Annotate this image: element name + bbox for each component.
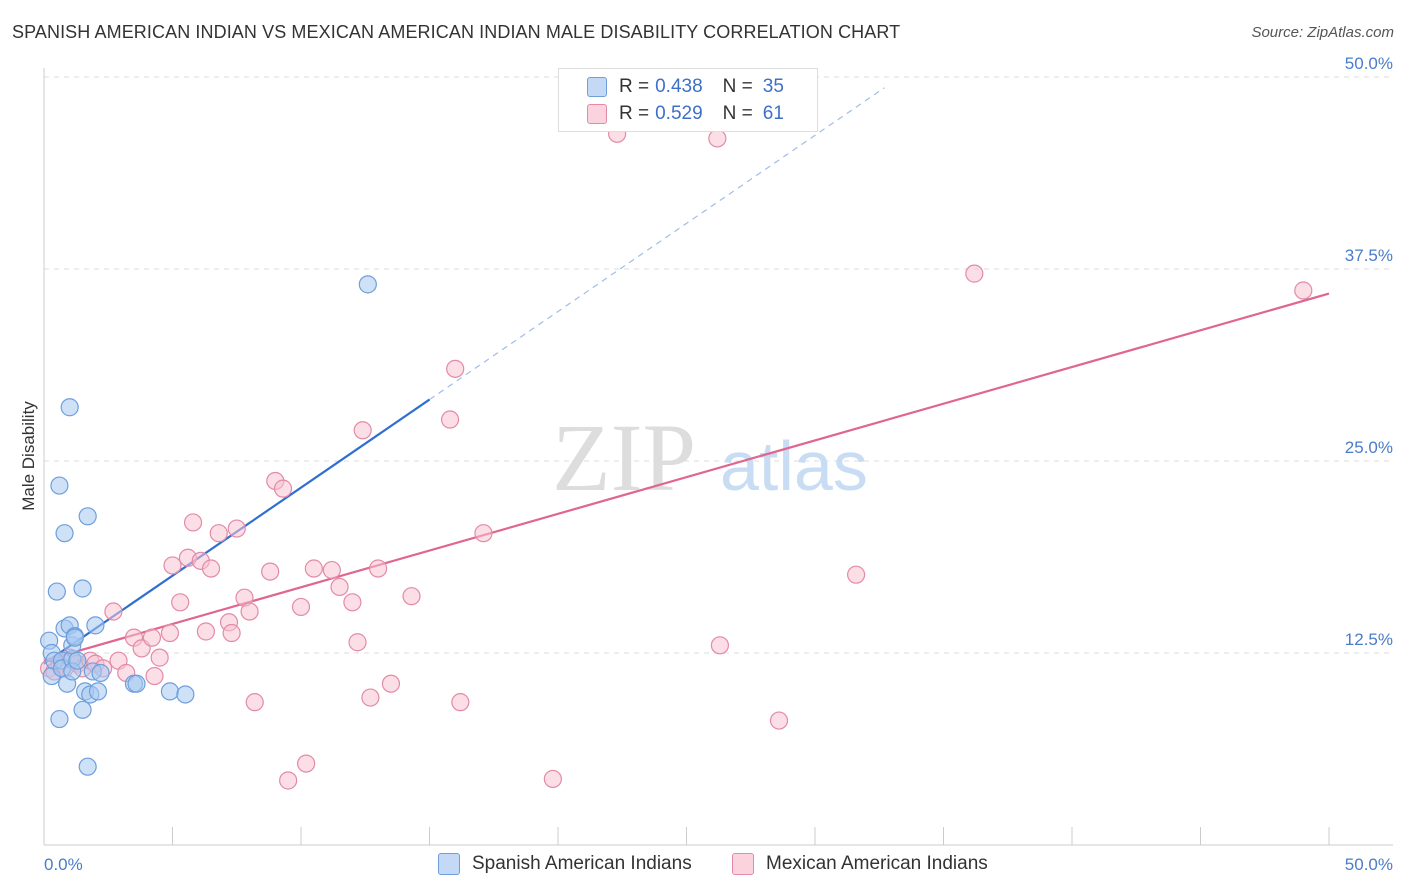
data-point-spanish	[47, 582, 66, 601]
chart-title: SPANISH AMERICAN INDIAN VS MEXICAN AMERI…	[12, 22, 901, 42]
y-tick-label: 50.0%	[1345, 54, 1393, 73]
bottom-legend-swatch-pink	[732, 853, 754, 875]
data-point-mexican	[245, 693, 264, 712]
data-point-mexican	[369, 559, 388, 578]
data-point-mexican	[1294, 281, 1313, 300]
bottom-legend-mexican: Mexican American Indians	[732, 851, 988, 877]
data-point-mexican	[330, 577, 349, 597]
data-point-spanish	[91, 663, 110, 683]
data-point-mexican	[201, 559, 221, 578]
data-point-mexican	[847, 565, 866, 584]
data-point-spanish	[78, 507, 97, 526]
legend-n-label: N =	[722, 103, 753, 124]
x-tick-marks	[43, 827, 1330, 845]
data-point-mexican	[183, 513, 203, 532]
legend-n-value: 61	[762, 103, 784, 124]
data-point-spanish	[358, 275, 377, 294]
data-point-mexican	[543, 769, 562, 789]
legend-row-mexican: R = 0.529 N = 61	[587, 102, 784, 126]
watermark-zip: ZIP	[552, 404, 696, 511]
data-point-mexican	[381, 674, 401, 693]
data-point-mexican	[171, 593, 190, 612]
data-point-mexican	[150, 648, 169, 667]
bottom-legend-label: Spanish American Indians	[472, 853, 692, 874]
data-point-mexican	[402, 587, 421, 606]
data-point-mexican	[708, 129, 727, 148]
trend-line-blue-extension	[429, 87, 885, 401]
data-point-mexican	[240, 602, 259, 621]
data-point-mexican	[222, 623, 241, 643]
legend-n-label: N =	[722, 76, 753, 97]
data-point-spanish	[160, 682, 180, 701]
series-spanish-american-indians	[40, 275, 377, 776]
data-point-mexican	[343, 593, 362, 612]
legend-n-value: 35	[762, 76, 784, 97]
legend-swatch-pink	[587, 104, 607, 124]
data-point-mexican	[196, 622, 216, 641]
data-point-mexican	[322, 560, 341, 580]
legend-swatch-blue	[587, 77, 607, 97]
watermark: ZIP atlas	[552, 404, 868, 511]
source-credit: Source: ZipAtlas.com	[1251, 24, 1394, 41]
legend-r-label: R =	[619, 76, 650, 97]
legend-r-value: 0.438	[655, 76, 703, 97]
data-point-mexican	[279, 771, 298, 790]
data-point-mexican	[160, 623, 180, 643]
data-point-mexican	[440, 410, 460, 429]
data-point-spanish	[73, 579, 92, 598]
data-point-spanish	[127, 674, 146, 693]
data-point-mexican	[227, 519, 246, 538]
y-tick-label: 37.5%	[1345, 246, 1393, 265]
data-point-mexican	[474, 524, 493, 543]
data-point-spanish	[50, 709, 69, 729]
x-tick-label-max: 50.0%	[1345, 855, 1393, 874]
y-tick-labels: 12.5% 25.0% 37.5% 50.0%	[1345, 54, 1393, 649]
data-point-mexican	[273, 479, 293, 498]
data-point-mexican	[446, 359, 465, 378]
x-tick-label-min: 0.0%	[44, 855, 83, 874]
data-point-mexican	[104, 602, 123, 621]
data-point-mexican	[145, 666, 164, 686]
data-point-mexican	[261, 562, 280, 581]
bottom-legend-label: Mexican American Indians	[766, 853, 988, 874]
bottom-legend-spanish: Spanish American Indians	[438, 851, 692, 877]
data-point-mexican	[291, 597, 311, 617]
data-point-spanish	[78, 757, 97, 776]
data-point-mexican	[163, 556, 182, 575]
data-point-mexican	[451, 693, 470, 712]
data-point-spanish	[50, 476, 69, 495]
data-point-mexican	[209, 524, 228, 543]
data-point-mexican	[304, 559, 323, 578]
data-point-mexican	[710, 636, 730, 655]
data-point-spanish	[86, 616, 105, 635]
data-point-mexican	[965, 264, 984, 283]
data-point-spanish	[73, 700, 92, 719]
data-point-mexican	[353, 421, 372, 440]
data-point-spanish	[55, 524, 74, 543]
data-point-mexican	[297, 754, 316, 773]
trend-line-pink	[43, 292, 1330, 662]
data-point-spanish	[65, 628, 84, 647]
data-point-spanish	[176, 685, 195, 704]
watermark-atlas: atlas	[720, 427, 868, 505]
data-point-mexican	[142, 628, 162, 647]
data-point-mexican	[361, 688, 380, 707]
gridlines	[44, 76, 1393, 654]
data-point-mexican	[348, 633, 367, 652]
data-point-spanish	[60, 398, 79, 417]
y-tick-label: 25.0%	[1345, 438, 1393, 457]
stats-legend: R = 0.438 N = 35 R = 0.529 N = 61	[558, 68, 818, 132]
y-axis-label: Male Disability	[19, 401, 38, 511]
data-point-spanish	[68, 651, 87, 670]
legend-r-value: 0.529	[655, 103, 703, 124]
bottom-legend-swatch-blue	[438, 853, 460, 875]
trend-lines	[43, 87, 1330, 665]
data-point-spanish	[88, 682, 108, 701]
y-tick-label: 12.5%	[1345, 630, 1393, 649]
data-point-mexican	[769, 711, 789, 730]
legend-r-label: R =	[619, 103, 650, 124]
legend-row-spanish: R = 0.438 N = 35	[587, 75, 784, 99]
axes	[43, 68, 1393, 846]
